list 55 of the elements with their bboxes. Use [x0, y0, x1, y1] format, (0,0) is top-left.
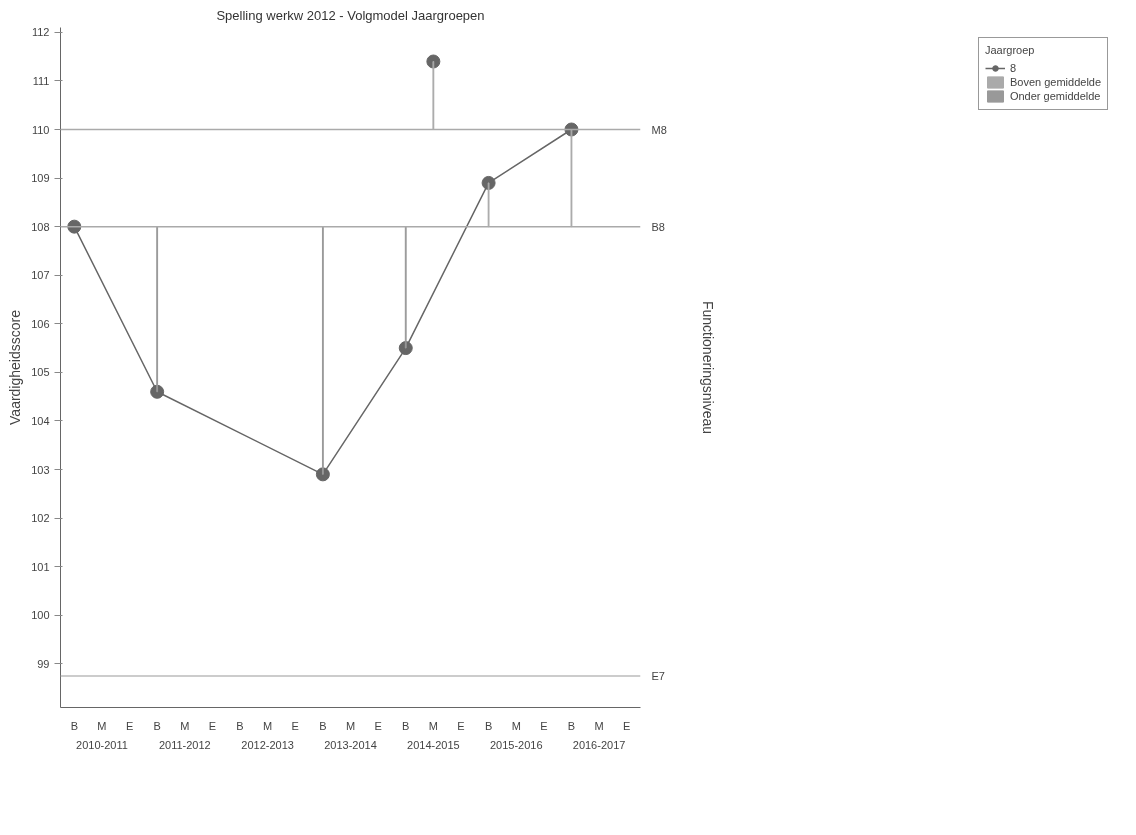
x-tick-label: B	[567, 719, 576, 732]
x-tick-label: B	[70, 719, 78, 732]
y-tick-label: 102	[31, 512, 50, 525]
x-tick-label: B	[319, 719, 327, 732]
ref-line-label: B8	[651, 220, 665, 233]
y-tick-label: 110	[31, 123, 50, 136]
text: 2012-2013	[241, 738, 294, 751]
x-tick-label: M	[180, 719, 190, 732]
y2-axis-title: Functioneringsniveau	[699, 300, 716, 435]
x-tick-label: M	[594, 719, 604, 732]
y-tick-label: 112	[31, 26, 50, 39]
point	[398, 341, 413, 356]
y-tick-label: 108	[31, 220, 50, 233]
text: 2014-2015	[407, 738, 460, 751]
x-tick-label: M	[263, 719, 273, 732]
text: 2010-2011	[76, 738, 128, 751]
text: 2015-2016	[489, 738, 543, 751]
x-tick-label: B	[236, 719, 244, 732]
y-axis-title: Vaardigheidsscore	[7, 309, 24, 425]
x-tick-label: E	[374, 719, 382, 732]
x-tick-label: M	[511, 719, 521, 732]
point	[481, 175, 496, 190]
x-tick-label: E	[457, 719, 465, 732]
y-tick-label: 107	[31, 269, 50, 282]
y-tick-label: 99	[37, 657, 50, 670]
legend-label: Onder gemiddelde	[1009, 89, 1101, 103]
y-tick-label: 104	[31, 414, 50, 427]
text: 2011-2012	[158, 738, 211, 751]
y-tick-label: 105	[31, 366, 50, 379]
y-tick-label: 100	[31, 609, 50, 622]
x-tick-label: E	[125, 719, 134, 732]
y-tick-label: 111	[32, 74, 50, 87]
legend-title: Jaargroep	[984, 44, 1036, 56]
x-tick-label: E	[291, 719, 299, 732]
legend-label: 8	[1009, 61, 1018, 75]
ref-line-label: E7	[651, 669, 665, 682]
y-tick-label: 103	[31, 463, 50, 476]
x-tick-label: M	[97, 719, 107, 732]
x-tick-label: B	[402, 719, 410, 732]
y-tick-label: 109	[31, 172, 50, 185]
x-tick-label: B	[484, 719, 493, 732]
text: 2016-2017	[572, 738, 626, 751]
text: 2013-2014	[324, 738, 377, 751]
x-tick-label: E	[623, 719, 631, 732]
chart-title: Spelling werkw 2012 - Volgmodel Jaargroepen	[216, 7, 485, 23]
y-tick-label: 101	[31, 560, 50, 573]
y-tick-label: 106	[31, 317, 50, 330]
x-tick-label: M	[345, 719, 356, 732]
ref-line-label: M8	[651, 123, 667, 136]
x-tick-label: B	[153, 719, 161, 732]
x-tick-label: M	[428, 719, 438, 732]
legend-label: Boven gemiddelde	[1009, 75, 1102, 89]
x-tick-label: E	[208, 719, 217, 732]
point	[67, 219, 82, 234]
x-tick-label: E	[540, 719, 548, 732]
